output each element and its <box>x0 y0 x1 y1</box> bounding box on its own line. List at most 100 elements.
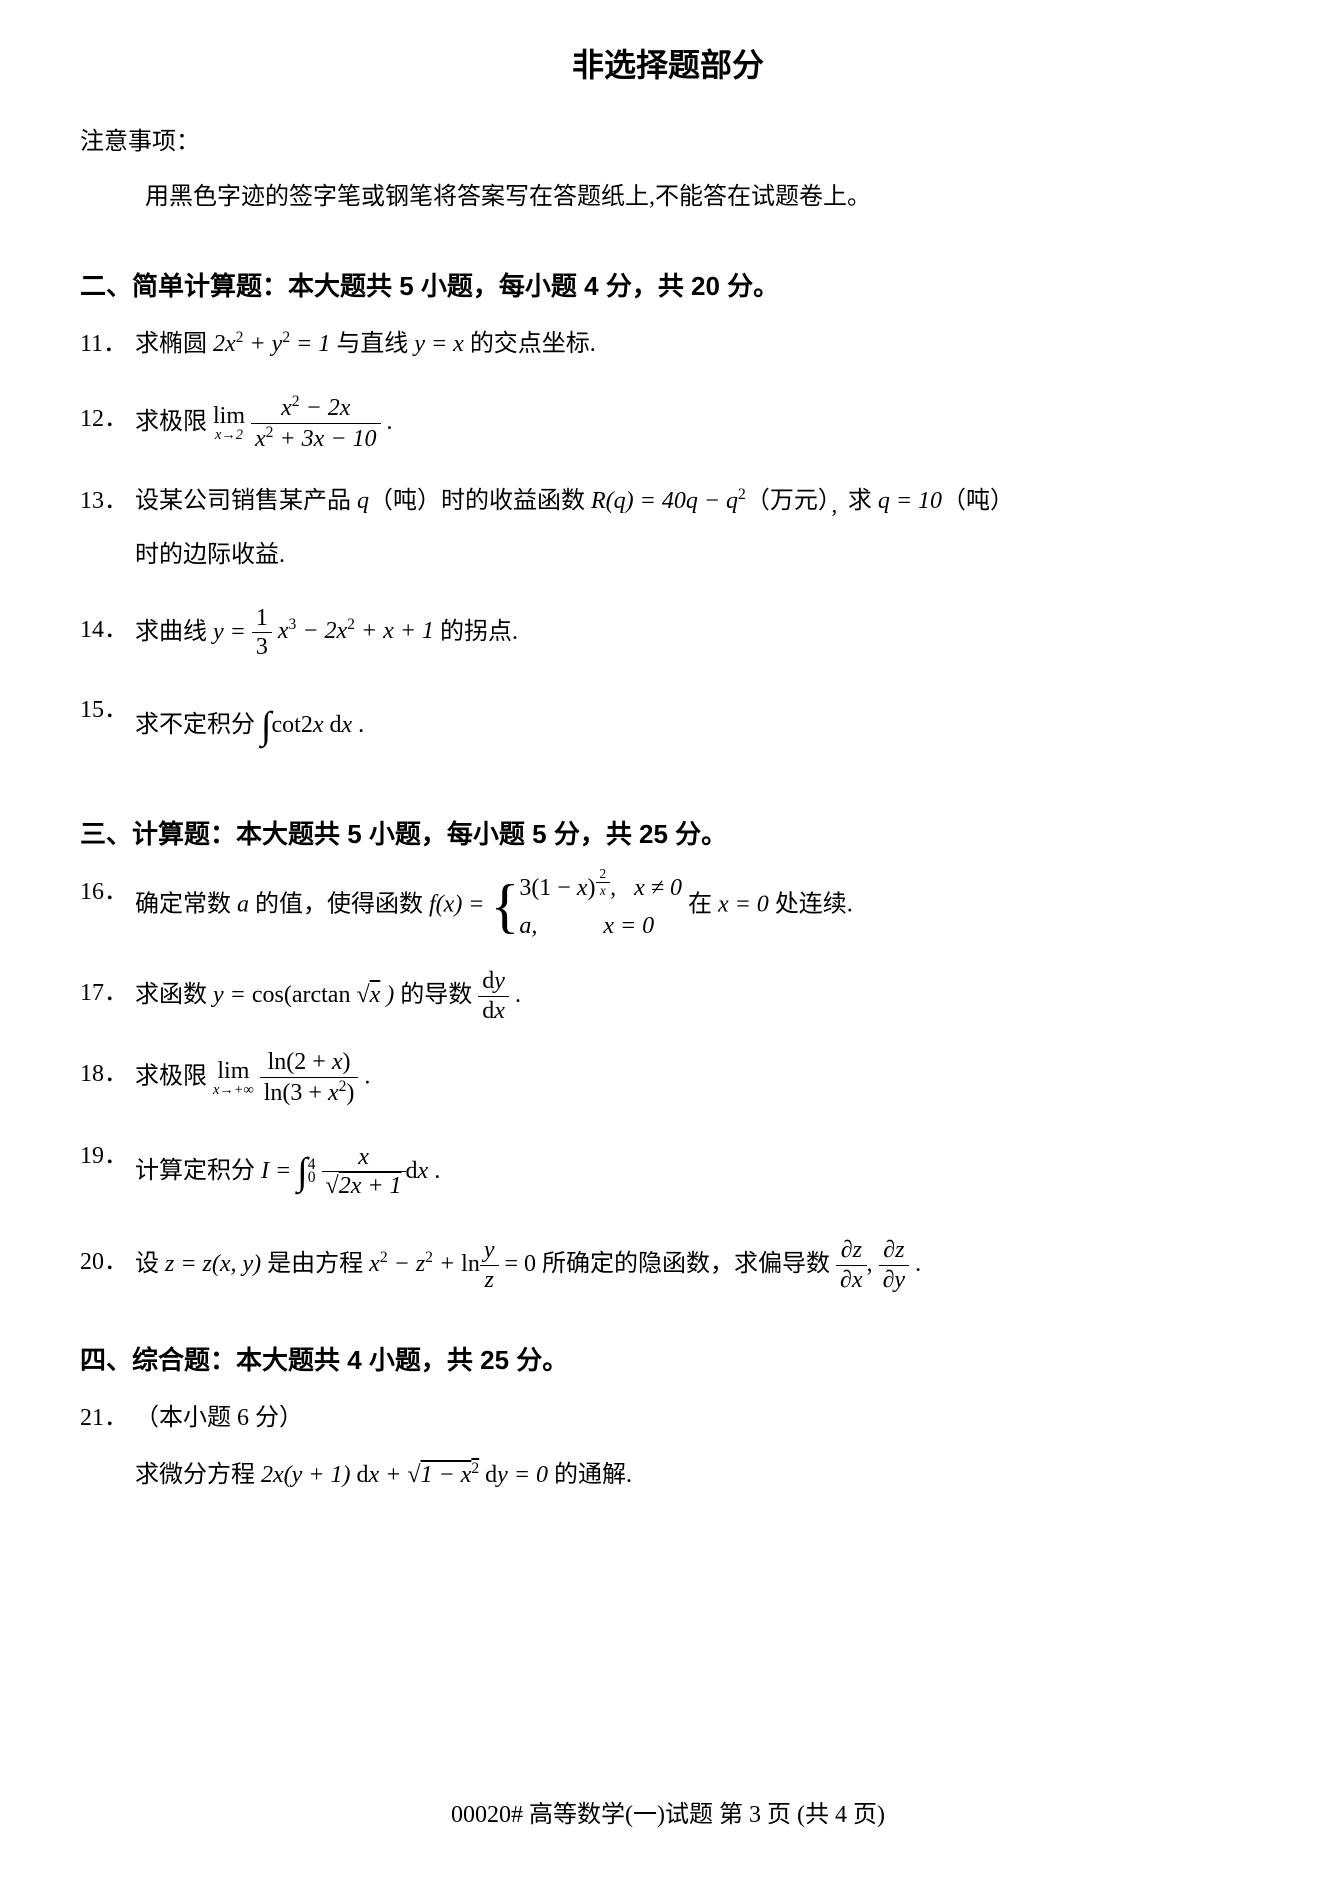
notice-text: 用黑色字迹的签字笔或钢笔将答案写在答题纸上,不能答在试题卷上。 <box>145 176 1256 211</box>
q19-content: 计算定积分 I = ∫40 x √2x + 1 dx . <box>135 1130 1256 1214</box>
q20-mid2: 所确定的隐函数，求偏导数 <box>536 1251 836 1277</box>
q11-num: 11． <box>80 318 135 371</box>
notice-heading: 注意事项： <box>80 121 1256 156</box>
q14-suffix: 的拐点. <box>434 618 518 644</box>
question-11: 11． 求椭圆 2x2 + y2 = 1 与直线 y = x 的交点坐标. <box>80 318 1256 371</box>
q21-eqb: dy = 0 <box>479 1462 548 1488</box>
q18-prefix: 求极限 <box>135 1063 213 1089</box>
q11-prefix: 求椭圆 <box>135 331 213 357</box>
q16-mid2: 在 <box>682 891 718 917</box>
q15-prefix: 求不定积分 <box>135 712 261 738</box>
q13-d: 求 <box>848 488 878 514</box>
q14-rest: x3 − 2x2 + x + 1 <box>272 618 434 644</box>
q20-num: 20． <box>80 1236 135 1289</box>
q20-pd1: ∂z∂x <box>836 1236 867 1295</box>
q21-suffix: 的通解. <box>548 1462 632 1488</box>
q16-brace: { <box>491 873 520 939</box>
page-title: 非选择题部分 <box>80 40 1256 86</box>
q17-prefix: 求函数 <box>135 982 213 1008</box>
q12-lim: limx→2 <box>213 404 245 442</box>
q21-num: 21． <box>80 1392 135 1445</box>
q19-sqrt: √ <box>326 1173 339 1199</box>
page-footer: 00020# 高等数学(一)试题 第 3 页 (共 4 页) <box>0 1794 1336 1829</box>
q20-eqa: x2 − z2 + ln <box>369 1251 480 1277</box>
question-15: 15． 求不定积分 ∫cot2x dx . <box>80 684 1256 768</box>
q13-num: 13． <box>80 475 135 528</box>
q21-points: （本小题 6 分） <box>135 1392 1256 1445</box>
q20-fden: z <box>480 1266 499 1295</box>
q13-a: 设某公司销售某产品 <box>135 488 357 514</box>
q13-e: q = 10 <box>878 488 942 514</box>
q12-prefix: 求极限 <box>135 409 213 435</box>
q17-mid: 的导数 <box>394 982 478 1008</box>
q17-content: 求函数 y = cos(arctan √x ) 的导数 dydx . <box>135 967 1256 1026</box>
q12-suffix: . <box>381 409 393 435</box>
question-19: 19． 计算定积分 I = ∫40 x √2x + 1 dx . <box>80 1130 1256 1214</box>
q12-content: 求极限 limx→2 x2 − 2x x2 + 3x − 10 . <box>135 393 1256 454</box>
q13-q: q <box>357 488 369 514</box>
q11-eq2: y = x <box>414 331 464 357</box>
q13-line2: 时的边际收益. <box>135 542 285 568</box>
q14-fnum: 1 <box>252 604 272 634</box>
q16-fx: f(x) = <box>429 891 491 917</box>
q19-fnum: x <box>322 1143 406 1173</box>
q21-eqa: 2x(y + 1) dx + <box>261 1462 407 1488</box>
q20-pd2: ∂z∂y <box>879 1236 910 1295</box>
q16-expnum: 2 <box>596 866 611 883</box>
q20-suffix: . <box>909 1251 921 1277</box>
q21-sqrtin: 1 − x2 <box>421 1462 480 1488</box>
q13-c: （万元） <box>746 488 830 514</box>
q18-limtop: lim <box>213 1059 254 1083</box>
q19-suffix: . <box>428 1157 440 1183</box>
q20-pd2num: ∂z <box>879 1236 910 1266</box>
q16-c2cond: x = 0 <box>603 913 654 939</box>
q21-prefix: 求微分方程 <box>135 1462 261 1488</box>
q17-num: 17． <box>80 967 135 1020</box>
q15-int: ∫ <box>261 705 272 747</box>
q20-frac: yz <box>480 1236 499 1295</box>
q18-frac: ln(2 + x) ln(3 + x2) <box>260 1048 359 1108</box>
q19-ieq: I = <box>261 1157 297 1183</box>
q20-content: 设 z = z(x, y) 是由方程 x2 − z2 + lnyz = 0 所确… <box>135 1236 1256 1295</box>
q14-content: 求曲线 y = 13 x3 − 2x2 + x + 1 的拐点. <box>135 604 1256 663</box>
q15-integrand: cot2x dx <box>272 712 353 738</box>
q18-content: 求极限 limx→+∞ ln(2 + x) ln(3 + x2) . <box>135 1048 1256 1108</box>
q13-eq: R(q) = 40q − q2 <box>591 488 746 514</box>
question-17: 17． 求函数 y = cos(arctan √x ) 的导数 dydx . <box>80 967 1256 1026</box>
q12-num: 12． <box>80 393 135 446</box>
q16-mid1: 的值，使得函数 <box>249 891 429 917</box>
q19-dx: dx <box>406 1157 429 1183</box>
section2-heading: 二、简单计算题：本大题共 5 小题，每小题 4 分，共 20 分。 <box>80 266 1256 303</box>
q14-prefix: 求曲线 <box>135 618 213 644</box>
question-14: 14． 求曲线 y = 13 x3 − 2x2 + x + 1 的拐点. <box>80 604 1256 663</box>
question-21: 21． （本小题 6 分） <box>80 1392 1256 1445</box>
q11-suffix: 的交点坐标. <box>464 331 596 357</box>
q13-f: （吨） <box>942 488 1014 514</box>
q16-x0: x = 0 <box>718 891 769 917</box>
q16-a: a <box>237 891 249 917</box>
q18-lim: limx→+∞ <box>213 1059 254 1097</box>
q14-frac: 13 <box>252 604 272 663</box>
q19-int: ∫ <box>297 1151 308 1193</box>
q14-yeq: y = <box>213 618 252 644</box>
q12-limsub: x→2 <box>213 428 245 442</box>
q19-frac: x √2x + 1 <box>322 1143 406 1202</box>
q18-limsub: x→+∞ <box>213 1083 254 1097</box>
q15-suffix: . <box>352 712 364 738</box>
q11-content: 求椭圆 2x2 + y2 = 1 与直线 y = x 的交点坐标. <box>135 318 1256 371</box>
q20-zeq: z = z(x, y) <box>165 1251 261 1277</box>
q20-mid1: 是由方程 <box>261 1251 369 1277</box>
section3-heading: 三、计算题：本大题共 5 小题，每小题 5 分，共 25 分。 <box>80 814 1256 851</box>
question-18: 18． 求极限 limx→+∞ ln(2 + x) ln(3 + x2) . <box>80 1048 1256 1108</box>
q16-num: 16． <box>80 866 135 919</box>
q15-num: 15． <box>80 684 135 737</box>
q14-num: 14． <box>80 604 135 657</box>
q16-prefix: 确定常数 <box>135 891 237 917</box>
q16-piecewise: 3(1 − x)2x, x ≠ 0 a, x = 0 <box>519 866 682 946</box>
q16-c1cond: x ≠ 0 <box>634 875 682 901</box>
q17-yeq: y = cos(arctan √x ) <box>213 982 394 1008</box>
q11-mid: 与直线 <box>330 331 414 357</box>
q20-comma: , <box>867 1251 879 1277</box>
q13-b: （吨）时的收益函数 <box>369 488 591 514</box>
q20-pd2den: ∂y <box>879 1266 910 1295</box>
